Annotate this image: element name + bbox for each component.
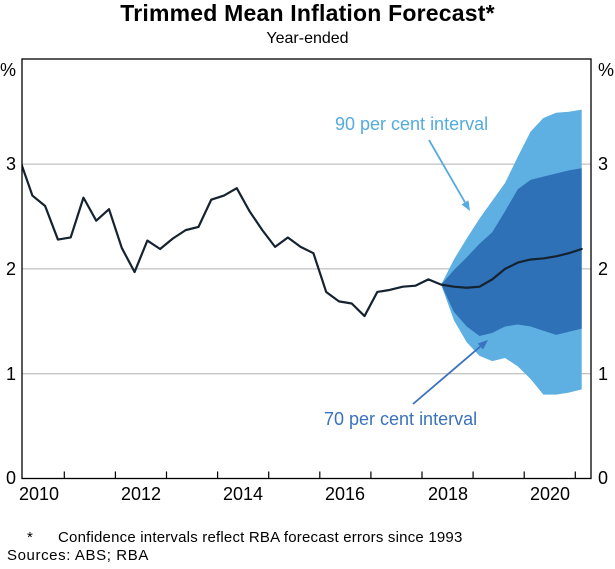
x-axis-label-2010: 2010 (18, 484, 60, 504)
arrow-90-interval-shaft (428, 139, 466, 203)
y-axis-label-1-right: 1 (598, 364, 609, 384)
plot-contents (22, 109, 583, 395)
plot-frame (21, 58, 592, 480)
footnote-text: Confidence intervals reflect RBA forecas… (58, 529, 463, 546)
arrow-90-interval-head (461, 200, 470, 211)
footnote-marker: * (27, 529, 34, 546)
y-axis-unit-right: % (598, 60, 615, 80)
chart-subtitle: Year-ended (266, 30, 349, 47)
x-axis-label-2012: 2012 (120, 484, 162, 504)
y-axis-label-1-left: 1 (5, 364, 16, 384)
y-axis-label-3-left: 3 (5, 154, 16, 174)
arrow-70-interval-shaft (412, 345, 481, 405)
y-axis-label-0-left: 0 (5, 468, 16, 488)
y-axis-label-2-left: 2 (5, 259, 16, 279)
x-axis-label-2020: 2020 (529, 484, 571, 504)
sources-line: Sources: ABS; RBA (7, 547, 149, 564)
trimmed-mean-line (22, 162, 583, 318)
y-axis-label-2-right: 2 (598, 259, 609, 279)
x-axis-label-2016: 2016 (324, 484, 366, 504)
x-axis-label-2018: 2018 (427, 484, 469, 504)
band-70-per-cent (441, 168, 582, 336)
arrow-70-interval-head (477, 340, 488, 350)
y-axis-unit-left: % (0, 60, 17, 80)
y-axis-label-0-right: 0 (598, 468, 609, 488)
x-axis-label-2014: 2014 (222, 484, 264, 504)
interval-90-label: 90 per cent interval (335, 114, 489, 134)
chart-title: Trimmed Mean Inflation Forecast* (120, 0, 495, 26)
footnote: * Confidence intervals reflect RBA foreca… (27, 529, 463, 546)
interval-70-label: 70 per cent interval (324, 409, 478, 429)
y-axis-label-3-right: 3 (598, 154, 609, 174)
